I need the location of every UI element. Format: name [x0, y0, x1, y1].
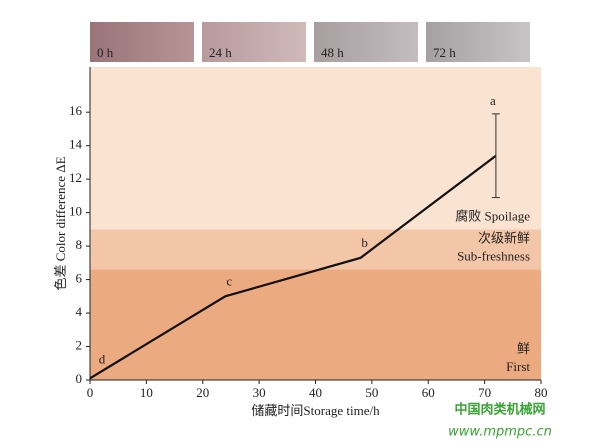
- y-tick-label: 0: [76, 371, 83, 386]
- photo-label: 0 h: [97, 45, 114, 60]
- photo: [426, 22, 530, 62]
- point-label: b: [361, 235, 368, 250]
- x-tick-label: 70: [478, 385, 491, 400]
- x-tick-label: 0: [87, 385, 94, 400]
- zone-label: First: [506, 359, 530, 374]
- y-tick-label: 4: [76, 304, 83, 319]
- zone: [90, 67, 541, 230]
- zone-label: 次级新鲜: [478, 231, 530, 246]
- x-tick-label: 40: [309, 385, 322, 400]
- x-axis-label: 储藏时间Storage time/h: [251, 403, 380, 418]
- point-label: c: [226, 273, 232, 288]
- x-tick-label: 50: [365, 385, 378, 400]
- data-line: [89, 154, 497, 380]
- zone-label: Sub-freshness: [457, 249, 530, 264]
- y-tick-label: 6: [76, 271, 83, 286]
- photo-label: 72 h: [433, 45, 456, 60]
- y-tick-label: 10: [69, 204, 82, 219]
- zone-label: 腐败 Spoilage: [455, 208, 530, 223]
- photo-label: 48 h: [321, 45, 344, 60]
- x-tick-label: 60: [422, 385, 435, 400]
- watermark-url: www.mpmpc.cn: [448, 425, 552, 440]
- photo-label: 24 h: [209, 45, 232, 60]
- zone-label: 鲜: [517, 341, 530, 356]
- photo: [202, 22, 306, 62]
- x-tick-label: 80: [535, 385, 548, 400]
- y-tick-label: 12: [69, 170, 82, 185]
- y-tick-label: 2: [76, 338, 83, 353]
- x-tick-label: 20: [196, 385, 209, 400]
- zone: [90, 229, 541, 270]
- zone: [90, 269, 541, 380]
- watermark: 中国肉类机械网: [454, 402, 545, 418]
- y-tick-label: 14: [69, 137, 83, 152]
- y-axis-label: 色差 Color difference ΔE: [53, 156, 68, 290]
- photo: [314, 22, 418, 62]
- y-tick-label: 16: [69, 103, 83, 118]
- x-tick-label: 10: [140, 385, 153, 400]
- y-tick-label: 8: [76, 237, 83, 252]
- photo: [90, 22, 194, 62]
- point-label: d: [99, 351, 106, 366]
- x-tick-label: 30: [253, 385, 266, 400]
- point-label: a: [490, 93, 496, 108]
